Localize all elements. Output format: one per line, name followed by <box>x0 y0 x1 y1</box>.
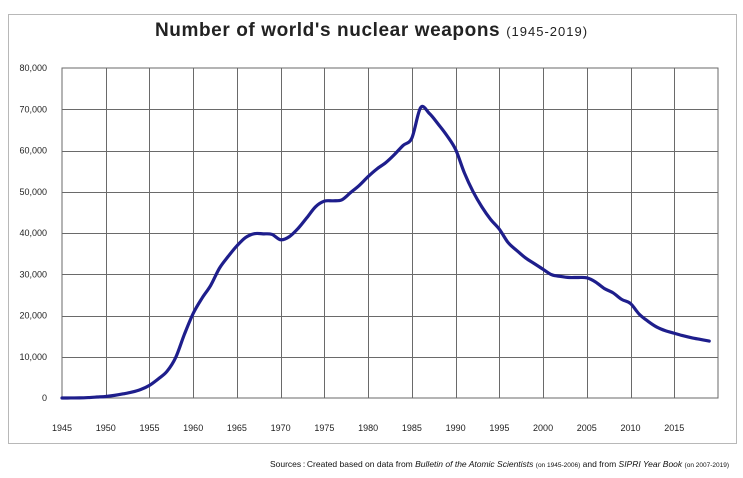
y-tick-label: 60,000 <box>19 146 47 156</box>
source-work-1: Bulletin of the Atomic Scientists <box>415 459 534 469</box>
x-tick-label: 1970 <box>271 423 291 433</box>
y-tick-label: 20,000 <box>19 311 47 321</box>
y-tick-label: 40,000 <box>19 228 47 238</box>
x-tick-label: 2010 <box>621 423 641 433</box>
source-range-2: (on 2007-2019) <box>684 462 729 469</box>
y-tick-label: 70,000 <box>19 104 47 114</box>
source-connector: and from <box>582 459 617 469</box>
x-tick-label: 2005 <box>577 423 597 433</box>
x-tick-label: 1990 <box>446 423 466 433</box>
y-tick-label: 10,000 <box>19 352 47 362</box>
x-tick-label: 2015 <box>664 423 684 433</box>
x-tick-label: 1965 <box>227 423 247 433</box>
x-tick-label: 1975 <box>314 423 334 433</box>
y-tick-label: 30,000 <box>19 269 47 279</box>
x-tick-label: 1980 <box>358 423 378 433</box>
x-tick-label: 1985 <box>402 423 422 433</box>
source-prefix: Sources : Created based on data from <box>269 459 413 469</box>
x-tick-label: 1960 <box>183 423 203 433</box>
chart-subtitle: (1945-2019) <box>506 24 589 39</box>
x-tick-label: 1955 <box>139 423 159 433</box>
chart-title: Number of world's nuclear weapons (1945-2… <box>0 20 743 42</box>
x-tick-label: 2000 <box>533 423 553 433</box>
source-note: Sources : Created based on data from Bul… <box>270 459 729 469</box>
y-tick-label: 50,000 <box>19 187 47 197</box>
y-tick-label: 0 <box>42 393 47 403</box>
x-tick-label: 1950 <box>96 423 116 433</box>
series-line <box>60 104 711 400</box>
x-tick-label: 1945 <box>52 423 72 433</box>
chart-title-text: Number of world's nuclear weapons <box>154 20 501 41</box>
source-work-2: SIPRI Year Book <box>618 459 683 469</box>
x-tick-label: 1995 <box>489 423 509 433</box>
y-tick-label: 80,000 <box>19 63 47 73</box>
source-range-1: (on 1945-2006) <box>535 462 581 469</box>
